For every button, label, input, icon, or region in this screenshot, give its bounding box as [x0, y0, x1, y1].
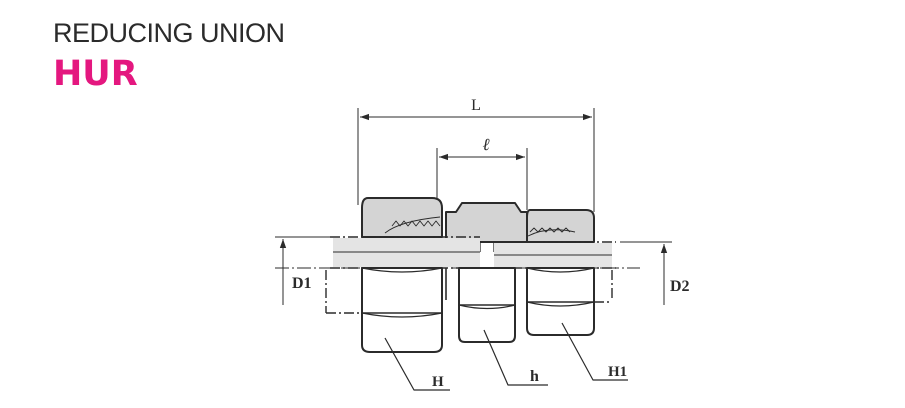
body-hex [445, 267, 528, 343]
left-nut-section [361, 197, 443, 238]
label-H1: H1 [608, 364, 627, 380]
dimension-D2 [620, 241, 672, 305]
leader-H1 [561, 322, 628, 381]
label-D2: D2 [670, 278, 690, 295]
product-code: HUR [53, 54, 138, 94]
label-H: H [432, 374, 444, 390]
label-L: L [471, 97, 481, 114]
right-nut-section [526, 209, 595, 243]
right-thread [527, 227, 576, 237]
right-nut-hex [526, 267, 595, 336]
left-nut-hex [361, 267, 443, 353]
dimension-D1 [275, 236, 330, 305]
dimension-l [436, 148, 528, 210]
leader-H [384, 337, 450, 391]
label-h: h [530, 368, 539, 385]
product-category: REDUCING UNION [53, 18, 285, 48]
left-thread [384, 216, 441, 234]
dimension-L [357, 108, 595, 212]
label-l: ℓ [482, 135, 489, 154]
label-D1: D1 [292, 275, 312, 292]
leader-h [483, 329, 548, 386]
body-section [445, 202, 528, 243]
